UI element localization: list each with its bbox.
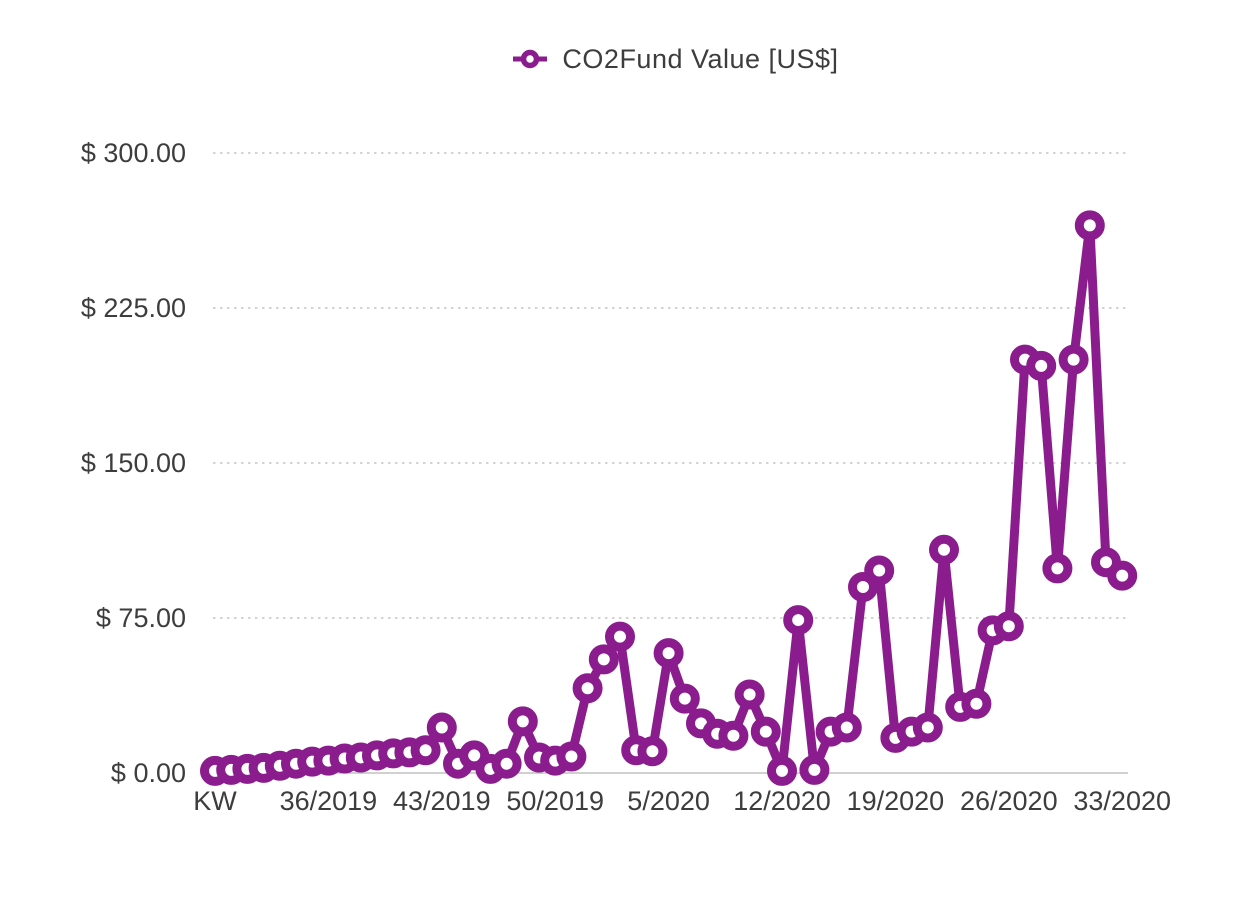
data-point-marker[interactable] [669,683,700,714]
data-point-marker[interactable] [588,644,619,675]
x-tick-label: 26/2020 [960,786,1058,816]
x-tick-label: 33/2020 [1073,786,1171,816]
data-point-marker[interactable] [783,605,814,636]
data-point-marker[interactable] [426,712,457,743]
data-point-marker[interactable] [799,754,830,785]
x-tick-label: KW [193,786,237,816]
data-point-marker[interactable] [831,712,862,743]
y-tick-label: $ 225.00 [81,293,186,323]
data-point-marker[interactable] [556,741,587,772]
x-tick-label: 50/2019 [506,786,604,816]
series-line [210,220,1127,776]
data-point-marker[interactable] [637,736,668,767]
data-point-marker[interactable] [912,712,943,743]
data-point-marker[interactable] [961,688,992,719]
data-point-marker[interactable] [734,679,765,710]
data-point-marker[interactable] [605,621,635,652]
legend-item[interactable]: CO2Fund Value [US$] [56,42,1240,76]
x-tick-label: 12/2020 [733,786,831,816]
y-tick-label: $ 0.00 [111,758,186,788]
data-point-marker[interactable] [993,611,1024,642]
y-tick-label: $ 150.00 [81,448,186,478]
data-point-marker[interactable] [1058,344,1089,375]
series-marker-icon [513,49,548,69]
data-point-marker[interactable] [1074,210,1105,241]
data-point-marker[interactable] [491,748,522,779]
data-point-marker[interactable] [1026,350,1057,381]
x-tick-label: 36/2019 [280,786,378,816]
data-point-marker[interactable] [572,673,603,704]
x-tick-label: 5/2020 [627,786,710,816]
data-point-marker[interactable] [750,716,781,747]
y-tick-label: $ 75.00 [96,603,186,633]
data-point-marker[interactable] [864,555,895,586]
data-point-marker[interactable] [653,638,684,669]
data-point-marker[interactable] [767,755,797,786]
line-chart-plot-area: $ 0.00 $ 75.00 $ 150.00 $ 225.00 $ 300.00 KW 3… [81,138,1171,816]
data-point-marker[interactable] [1042,553,1073,584]
x-tick-label: 19/2020 [847,786,945,816]
data-point-marker[interactable] [410,735,441,766]
data-point-marker[interactable] [929,534,959,565]
data-point-marker[interactable] [848,572,878,602]
x-tick-label: 43/2019 [393,786,491,816]
data-point-marker[interactable] [507,706,538,737]
y-tick-label: $ 300.00 [81,138,186,168]
legend-label: CO2Fund Value [US$] [562,43,839,74]
data-point-marker[interactable] [1107,560,1138,591]
data-point-marker[interactable] [718,720,749,751]
